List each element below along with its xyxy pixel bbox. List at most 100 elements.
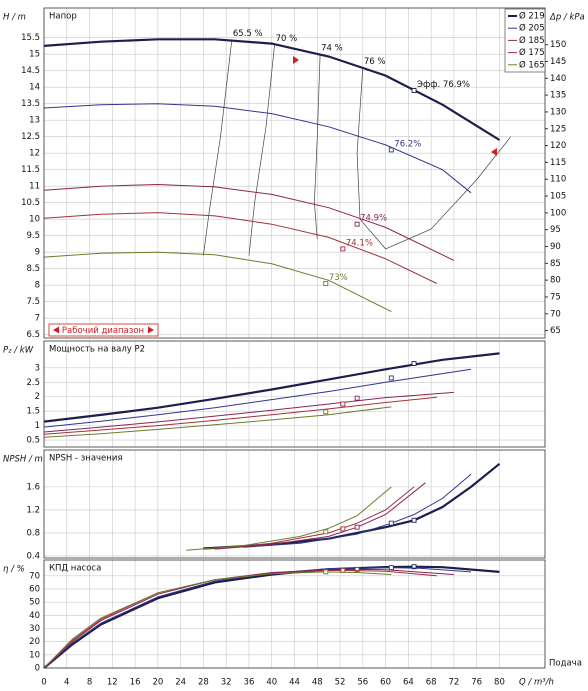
y-tick-label: 0 [35,664,40,674]
x-tick-label: 8 [87,678,92,688]
curve [43,38,501,141]
y-tick-label: 1.6 [26,482,40,492]
y-axis-label: P₂ / kW [3,346,34,356]
panel-title: КПД насоса [49,564,101,574]
y-tick-label: 14.5 [21,66,40,76]
y-tick-label: 11 [29,182,40,192]
y-tick-label: 2.5 [26,378,40,388]
duty-point [354,524,360,530]
range-arrow-right [148,326,154,334]
range-label: Рабочий диапазон [62,326,144,336]
x-tick-label: 40 [266,678,277,688]
curve [43,183,455,261]
y2-tick-label: 80 [550,276,561,286]
y-tick-label: 7.5 [26,297,40,307]
y2-tick-label: 65 [550,326,561,336]
y-tick-label: 10.5 [21,198,40,208]
legend-label: Ø 219 [519,11,545,22]
y2-tick-label: 70 [550,309,561,319]
range-limit-left [293,56,299,64]
isoline-label: 65.5 % [233,29,263,39]
duty-point [411,361,417,366]
y2-tick-label: 105 [550,192,566,202]
y2-tick-label: 120 [550,141,566,151]
isoline-label: 74 % [321,44,343,54]
duty-point [388,375,394,381]
x-tick-label: 32 [221,678,232,688]
duty-point [354,566,360,572]
plot-frame [43,340,546,448]
y-tick-label: 60 [29,584,40,594]
y-tick-label: 15 [29,50,40,60]
panel-title: Напор [49,12,77,22]
x-tick-label: 52 [335,678,346,688]
x-tick-label: 60 [380,678,391,688]
duty-point [340,246,346,252]
y-tick-label: 1.5 [26,407,40,417]
duty-point [323,529,329,535]
curve [43,212,438,284]
curve [43,251,392,313]
y-tick-label: 1.2 [26,505,40,515]
isoline-label: 76 % [364,57,386,67]
y-tick-label: 70 [29,571,40,581]
duty-point [354,395,360,401]
y2-tick-label: 140 [550,74,566,84]
duty-point [411,517,417,523]
x-tick-label: 48 [312,678,323,688]
y2-tick-label: 90 [550,242,561,252]
y-tick-label: 8.5 [26,264,40,274]
x-tick-label: 64 [403,678,414,688]
efficiency-isoline [248,44,275,256]
y2-axis-label: Δp / kPa [549,13,585,23]
duty-point [411,564,417,570]
curve [214,482,426,550]
y-tick-label: 50 [29,598,40,608]
duty-point [388,565,394,571]
duty-point [340,526,346,532]
y-tick-label: 0.8 [26,528,40,538]
y2-tick-label: 145 [550,57,566,67]
y2-tick-label: 150 [550,40,566,50]
range-limit-right [491,148,497,156]
y2-tick-label: 95 [550,225,561,235]
range-box [48,323,159,337]
efficiency-isoline [314,54,321,240]
y2-tick-label: 130 [550,107,566,117]
duty-point [340,401,346,407]
y-tick-label: 30 [29,624,40,634]
panel-title: Мощность на валу P2 [49,345,145,355]
curve [43,571,392,669]
y-tick-label: 1 [35,421,40,431]
duty-point-label: 74.9% [360,214,387,224]
y-axis-label: η / % [3,565,25,575]
legend-label: Ø 165 [519,59,545,70]
y2-tick-label: 115 [550,158,566,168]
x-tick-label: 36 [244,678,255,688]
legend-label: Ø 185 [519,35,545,46]
duty-point-label: 76.2% [394,139,421,149]
y-tick-label: 12.5 [21,132,40,142]
y-tick-label: 0.5 [26,436,40,446]
y-tick-label: 10 [29,215,40,225]
x-tick-label: 56 [357,678,368,688]
duty-point [411,88,417,93]
x-tick-label: 20 [152,678,163,688]
curve [43,391,454,433]
y-tick-label: 14 [29,83,40,93]
legend-label: Ø 175 [519,47,545,58]
y2-tick-label: 100 [550,208,566,218]
y-tick-label: 12 [29,149,40,159]
efficiency-isoline [203,39,233,256]
x-tick-label: 44 [289,678,300,688]
y-tick-label: 9.5 [26,231,40,241]
y-tick-label: 0.4 [26,551,40,561]
duty-point [323,409,329,415]
y2-tick-label: 135 [550,91,566,101]
x-tick-label: 24 [175,678,186,688]
duty-point [354,221,360,227]
legend-label: Ø 205 [519,23,545,34]
y-tick-label: 6.5 [26,330,40,340]
y2-tick-label: 125 [550,124,566,134]
